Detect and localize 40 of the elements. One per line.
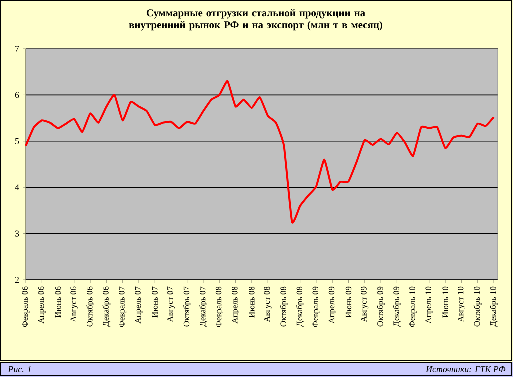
x-tick-label: Октябрь 08 bbox=[280, 286, 288, 327]
text: Источники: ГТК РФ bbox=[426, 366, 506, 372]
x-tick-label: Февраль 09 bbox=[312, 286, 320, 328]
x-tick-label: Декабрь 10 bbox=[490, 286, 498, 327]
x-tick-label: Август 07 bbox=[168, 286, 175, 322]
x-tick-label: Октябрь 10 bbox=[474, 286, 482, 327]
x-tick-label: Октябрь 07 bbox=[183, 286, 192, 327]
x-tick-label: Июнь 09 bbox=[346, 286, 352, 318]
y-tick-label: 4 bbox=[15, 184, 20, 191]
y-tick-label: 3 bbox=[15, 230, 20, 237]
x-tick-label: Июнь 07 bbox=[152, 286, 158, 318]
chart-title: Суммарные отгрузки стальной продукции на внутренний рынок РФ и на экспорт (млн т в месяц) bbox=[129, 9, 382, 31]
x-tick-label: Октябрь 06 bbox=[86, 286, 94, 327]
x-tick-label: Август 10 bbox=[458, 286, 466, 322]
x-tick-label: Октябрь 09 bbox=[377, 286, 385, 327]
x-tick-label: Апрель 10 bbox=[426, 286, 434, 324]
y-tick-label: 2 bbox=[15, 277, 19, 283]
x-tick-label: Июнь 10 bbox=[442, 286, 448, 318]
x-tick-label: Февраль 07 bbox=[119, 286, 127, 328]
x-tick-label: Август 09 bbox=[361, 286, 369, 322]
x-tick-label: Июнь 06 bbox=[55, 286, 62, 318]
x-tick-label: Август 08 bbox=[264, 286, 272, 322]
y-tick-label: 6 bbox=[15, 92, 20, 98]
x-tick-label: Апрель 08 bbox=[232, 286, 240, 324]
x-tick-label: Декабрь 07 bbox=[200, 286, 208, 327]
x-tick-label: Декабрь 08 bbox=[296, 286, 304, 327]
x-tick-label: Февраль 06 bbox=[22, 286, 30, 328]
x-tick-label: Август 06 bbox=[70, 286, 78, 322]
x-tick-label: Декабрь 06 bbox=[102, 286, 111, 327]
y-tick-label: 7 bbox=[16, 46, 20, 52]
x-tick-label: Апрель 09 bbox=[328, 286, 336, 324]
x-tick-label: Июнь 08 bbox=[249, 286, 255, 318]
x-tick-label: Февраль 08 bbox=[216, 286, 224, 328]
line-series bbox=[25, 80, 495, 224]
x-tick-label: Апрель 06 bbox=[38, 286, 46, 324]
x-tick-label: Февраль 10 bbox=[410, 286, 418, 328]
text: Рис. 1 bbox=[8, 366, 31, 373]
x-tick-label: Декабрь 09 bbox=[393, 286, 402, 327]
y-tick-label: 5 bbox=[16, 138, 20, 144]
x-tick-label: Апрель 07 bbox=[135, 286, 143, 324]
